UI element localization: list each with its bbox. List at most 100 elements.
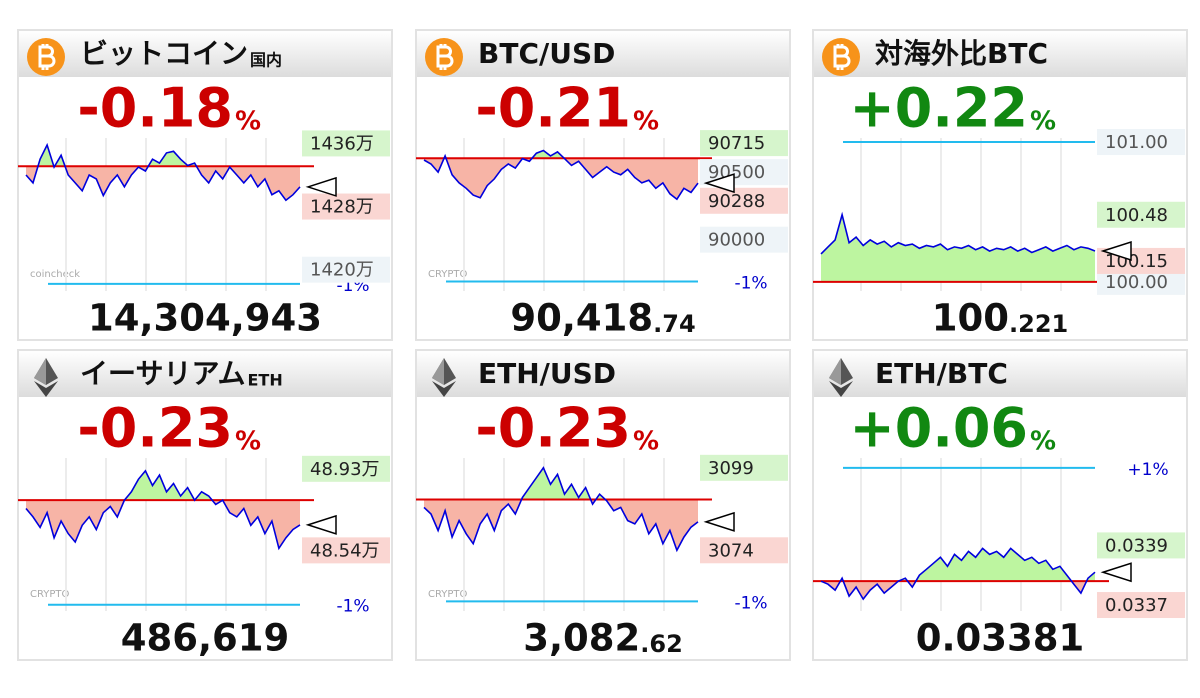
btc-glyph	[436, 44, 454, 70]
low-label: 1428万	[310, 197, 374, 218]
high-label: 100.48	[1105, 205, 1168, 226]
change-unit: %	[235, 427, 261, 457]
eth-icon	[829, 381, 853, 397]
price-main: 3,082	[523, 617, 640, 660]
panel-title: ビットコイン	[80, 37, 248, 70]
change-unit: %	[1030, 107, 1056, 137]
watermark: CRYPTO	[428, 269, 468, 280]
band-label: +1%	[1127, 460, 1168, 480]
area-below	[26, 166, 300, 201]
last-arrow	[305, 176, 337, 197]
band-label: -1%	[336, 597, 369, 617]
change-value: -0.18	[77, 77, 233, 140]
price-line	[820, 211, 1096, 255]
eth-icon	[829, 358, 841, 385]
btc-glyph	[38, 44, 56, 70]
high-label: 90715	[708, 133, 765, 154]
low-label: 0.0337	[1105, 595, 1168, 616]
area-below	[26, 500, 300, 549]
price-main: 100	[932, 297, 1009, 340]
last-arrow	[1100, 562, 1132, 583]
price-main: 486,619	[121, 617, 290, 660]
price-main: 90,418	[510, 297, 653, 340]
eth-icon	[432, 358, 444, 385]
y-tick-label: 90000	[708, 230, 765, 251]
price-line	[423, 466, 699, 553]
panel-title: ETH/USD	[478, 357, 616, 390]
panel-title: BTC/USD	[478, 37, 615, 70]
last-arrow	[703, 173, 735, 194]
high-label-box	[1097, 201, 1185, 228]
price-decimals: .74	[653, 310, 696, 338]
widget-panel: 対海外比BTC+0.22 %101.00100.00100.48100.15100…	[812, 29, 1188, 341]
change-unit: %	[633, 427, 659, 457]
widget-panel: BTC/USD-0.21 %CRYPTO -1%905009000090715902…	[415, 29, 791, 341]
area-below	[424, 158, 698, 200]
price-main: 14,304,943	[88, 297, 322, 340]
panel-title-sub: 国内	[250, 51, 282, 70]
price-line	[820, 547, 1096, 601]
high-label-box	[700, 454, 788, 481]
y-tick-label: 1420万	[310, 260, 374, 281]
y-tick-label-box	[302, 256, 390, 283]
last-arrow	[305, 514, 337, 535]
change-value: -0.21	[475, 77, 631, 140]
high-label: 1436万	[310, 133, 374, 154]
panel-header	[19, 31, 391, 77]
change-value: +0.22	[850, 77, 1028, 140]
eth-icon	[34, 381, 58, 397]
price-line	[423, 149, 699, 201]
change-value: -0.23	[77, 397, 233, 460]
panel-header	[814, 351, 1186, 397]
price-line	[25, 142, 301, 202]
price-main: 0.03381	[916, 617, 1085, 660]
eth-icon	[432, 381, 456, 397]
widget-panel: イーサリアム ETH -0.23 % CRYPTO -1% 48.93万 48.54万 486,…	[17, 349, 393, 661]
low-label-box	[1097, 592, 1185, 619]
widget-panel: ETH/BTC +0.06 % +1% 0.0339 0.0337 0.03381	[812, 349, 1188, 661]
high-label: 48.93万	[310, 459, 380, 480]
panel-title: ETH/BTC	[875, 357, 1008, 390]
low-label-box	[700, 187, 788, 214]
widget-panel: ETH/USD -0.23 % CRYPTO -1% 3099 3074 3,082.62	[415, 349, 791, 661]
low-label: 3074	[708, 540, 754, 561]
change-unit: %	[235, 107, 261, 137]
watermark: coincheck	[30, 269, 80, 280]
high-label-box	[302, 130, 390, 157]
price-decimals: .221	[1009, 310, 1068, 338]
band-label: -1%	[734, 274, 767, 294]
change-unit: %	[1030, 427, 1056, 457]
low-label-box	[302, 537, 390, 564]
panel-title: 対海外比BTC	[875, 37, 1048, 70]
watermark: CRYPTO	[30, 589, 70, 600]
panel-header	[417, 31, 789, 77]
last-arrow	[1100, 240, 1132, 262]
btc-glyph	[833, 44, 851, 70]
area-above	[521, 467, 606, 500]
widget-panel: ビットコイン 国内-0.18 %coincheck-1%1420万1436万1428…	[17, 29, 393, 341]
high-label-box	[700, 130, 788, 157]
y-tick-label-box	[700, 226, 788, 253]
area-below	[424, 499, 698, 551]
price-decimals: .62	[640, 630, 683, 658]
change-value: -0.23	[475, 397, 631, 460]
high-label: 0.0339	[1105, 535, 1168, 556]
last-arrow	[703, 511, 735, 532]
price-line	[25, 469, 301, 551]
low-label-box	[302, 193, 390, 220]
high-label-box	[302, 455, 390, 482]
panel-title-sub: ETH	[247, 371, 282, 390]
y-tick-label: 101.00	[1105, 132, 1168, 153]
area-above	[424, 150, 698, 159]
band-label: -1%	[734, 593, 767, 613]
low-label: 48.54万	[310, 540, 380, 561]
change-value: +0.06	[850, 397, 1028, 460]
panel-title: イーサリアム	[80, 357, 245, 390]
low-label: 90288	[708, 191, 765, 212]
area-below	[821, 581, 1087, 600]
low-label-box	[700, 537, 788, 564]
panel-header	[814, 31, 1186, 77]
eth-icon	[34, 358, 46, 385]
high-label-box	[1097, 532, 1185, 559]
